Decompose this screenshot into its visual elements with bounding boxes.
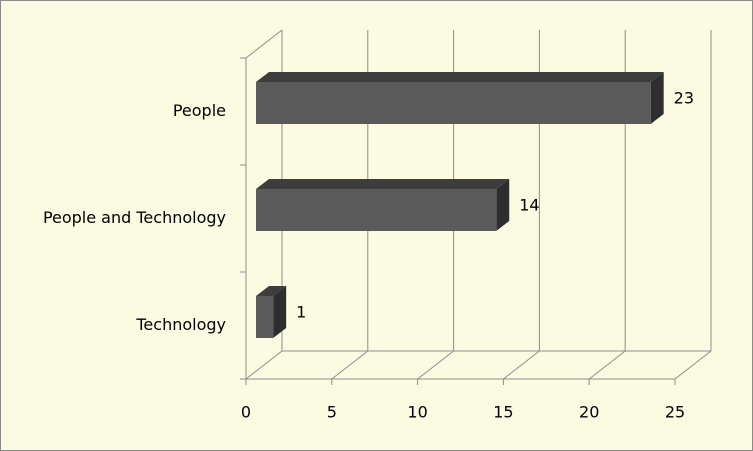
- grid-line: [417, 350, 454, 380]
- bar-side: [273, 286, 287, 338]
- bar-side: [650, 72, 664, 124]
- bar-top: [256, 179, 510, 189]
- bar-top: [256, 72, 664, 82]
- y-tick-label: People and Technology: [43, 208, 226, 227]
- bar: [256, 286, 287, 338]
- value-label: 1: [296, 303, 306, 322]
- x-tick-label: 5: [327, 403, 337, 422]
- grid-line: [503, 350, 540, 380]
- bar-top: [256, 286, 287, 296]
- x-tick-label: 20: [579, 403, 599, 422]
- y-tick-label: People: [173, 101, 226, 120]
- bar-front: [256, 82, 651, 124]
- value-label: 14: [519, 196, 539, 215]
- grid-line: [674, 350, 712, 380]
- grid-line: [331, 350, 369, 380]
- y-tick-label: Technology: [135, 315, 226, 334]
- grid-line: [588, 350, 626, 380]
- bar: [256, 72, 664, 124]
- x-tick-label: 15: [493, 403, 513, 422]
- grid-line: [245, 350, 283, 380]
- bar: [256, 179, 510, 231]
- x-tick-label: 10: [407, 403, 427, 422]
- bar-front: [256, 296, 274, 338]
- x-tick-label: 25: [665, 403, 685, 422]
- x-tick-label: 0: [241, 403, 251, 422]
- axis-line: [245, 29, 283, 59]
- bar-side: [496, 179, 510, 231]
- value-label: 23: [674, 89, 694, 108]
- bar-front: [256, 189, 497, 231]
